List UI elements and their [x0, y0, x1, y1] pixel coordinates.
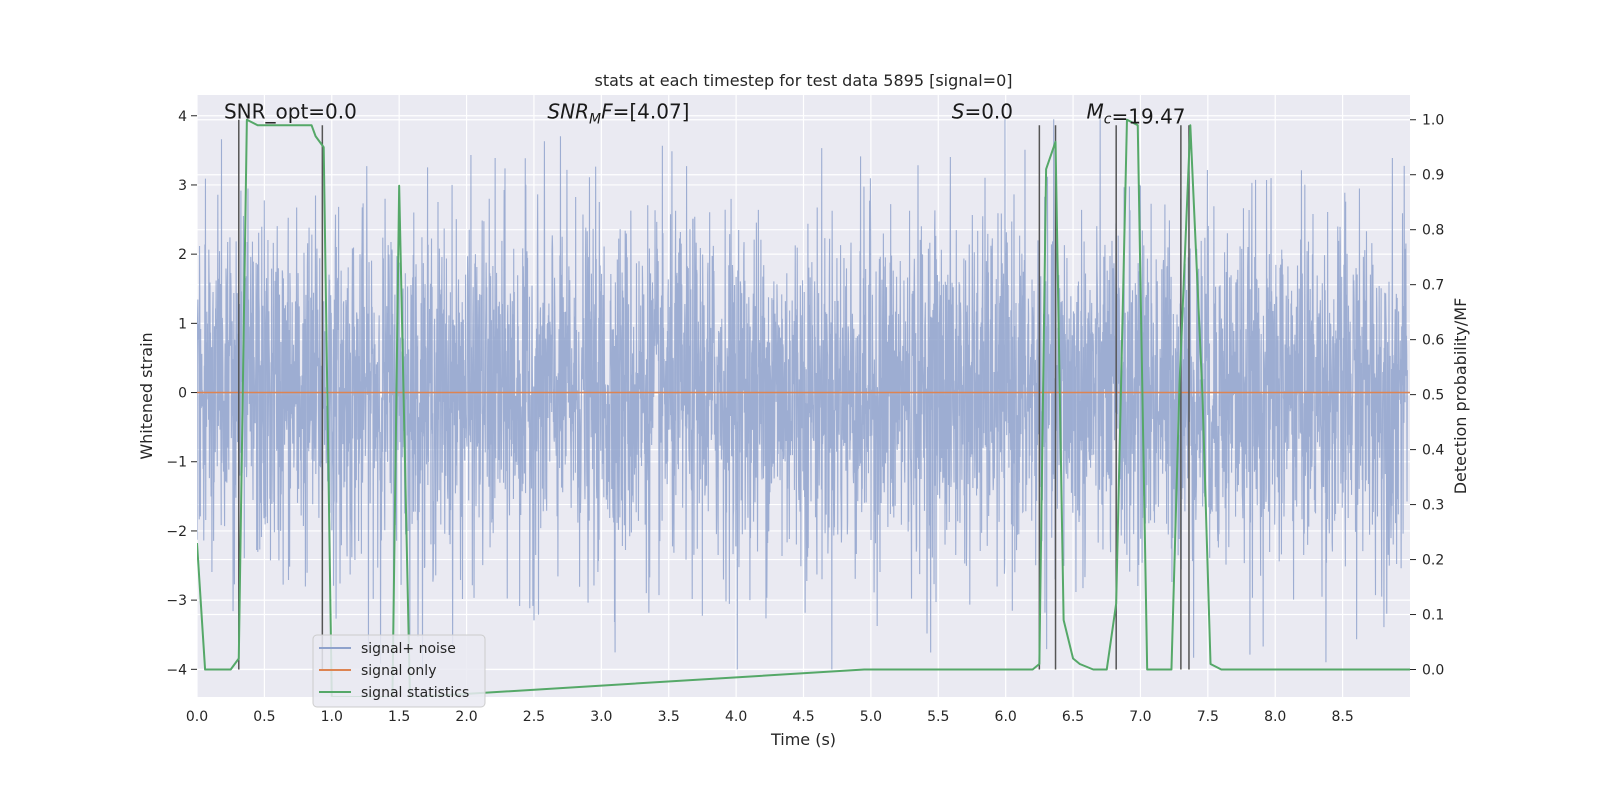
y-right-tick-label: 0.6	[1422, 333, 1444, 349]
y-right-tick-label: 0.4	[1422, 443, 1444, 459]
x-tick-label: 2.0	[455, 709, 477, 725]
x-tick-label: 4.0	[725, 709, 747, 725]
x-tick-label: 1.0	[321, 709, 343, 725]
x-tick-label: 7.5	[1197, 709, 1219, 725]
annotations: SNR_opt=0.0 SNRMF=[4.07] S=0.0 Mc=19.47	[224, 99, 1186, 128]
series-signal-statistics	[197, 118, 1410, 697]
y-tick-label: −4	[166, 662, 187, 678]
y-tick-label: 1	[178, 316, 187, 332]
y-right-tick-label: 0.8	[1422, 223, 1444, 239]
annotation-2: S=0.0	[952, 99, 1013, 123]
x-tick-label: 3.0	[590, 709, 612, 725]
x-tick-label: 8.5	[1331, 709, 1353, 725]
legend-label: signal only	[361, 663, 436, 679]
y-right-tick-label: 0.9	[1422, 168, 1444, 184]
y-right-tick-label: 0.1	[1422, 608, 1444, 624]
y-tick-label: 0	[178, 386, 187, 402]
y-tick-label: −1	[166, 455, 187, 471]
annotation-1: SNRMF=[4.07]	[547, 99, 689, 127]
x-tick-label: 7.0	[1129, 709, 1151, 725]
y-right-tick-label: 0.7	[1422, 278, 1444, 294]
y-right-tick-label: 0.5	[1422, 388, 1444, 404]
y-right-tick-label: 0.3	[1422, 498, 1444, 514]
legend-label: signal statistics	[361, 685, 469, 701]
annotation-3: Mc=19.47	[1087, 99, 1186, 128]
y-tick-label: −2	[166, 524, 187, 540]
x-tick-label: 2.5	[523, 709, 545, 725]
y-tick-label: 3	[178, 178, 187, 194]
y-tick-label: 2	[178, 247, 187, 263]
detection-markers	[238, 119, 1190, 670]
legend: signal+ noise signal only signal statistic…	[312, 634, 486, 708]
x-tick-label: 0.5	[253, 709, 275, 725]
chart-title: stats at each timestep for test data 589…	[594, 71, 1012, 90]
y-right-axis-label: Detection probability/MF	[1451, 298, 1470, 495]
y-axis-ticks: −4 −3 −2 −1 0 1 2 3 4	[166, 109, 197, 678]
y-tick-label: 4	[178, 109, 187, 125]
x-tick-label: 6.5	[1062, 709, 1084, 725]
legend-label: signal+ noise	[361, 641, 456, 657]
x-tick-label: 0.0	[186, 709, 208, 725]
x-axis-ticks: 0.0 0.5 1.0 1.5 2.0 2.5 3.0 3.5 4.0 4.5 5.0 5.5 6.0 6…	[186, 709, 1354, 725]
x-tick-label: 4.5	[792, 709, 814, 725]
y-tick-label: −3	[166, 593, 187, 609]
y-right-tick-label: 0.2	[1422, 553, 1444, 569]
x-axis-label: Time (s)	[770, 730, 836, 749]
legend-box	[312, 634, 486, 708]
x-tick-label: 1.5	[388, 709, 410, 725]
x-tick-label: 5.5	[927, 709, 949, 725]
statistics-line	[197, 118, 1410, 697]
y-right-tick-label: 0.0	[1422, 663, 1444, 679]
x-tick-label: 6.0	[995, 709, 1017, 725]
y-right-tick-label: 1.0	[1422, 113, 1444, 129]
y-axis-label: Whitened strain	[137, 332, 156, 459]
plot-content	[197, 118, 1410, 697]
x-tick-label: 5.0	[860, 709, 882, 725]
y-right-axis-ticks: 0.0 0.1 0.2 0.3 0.4 0.5 0.6 0.7 0.8 0.9 1.0	[1410, 113, 1444, 679]
annotation-0: SNR_opt=0.0	[224, 99, 357, 123]
x-tick-label: 8.0	[1264, 709, 1286, 725]
x-tick-label: 3.5	[658, 709, 680, 725]
